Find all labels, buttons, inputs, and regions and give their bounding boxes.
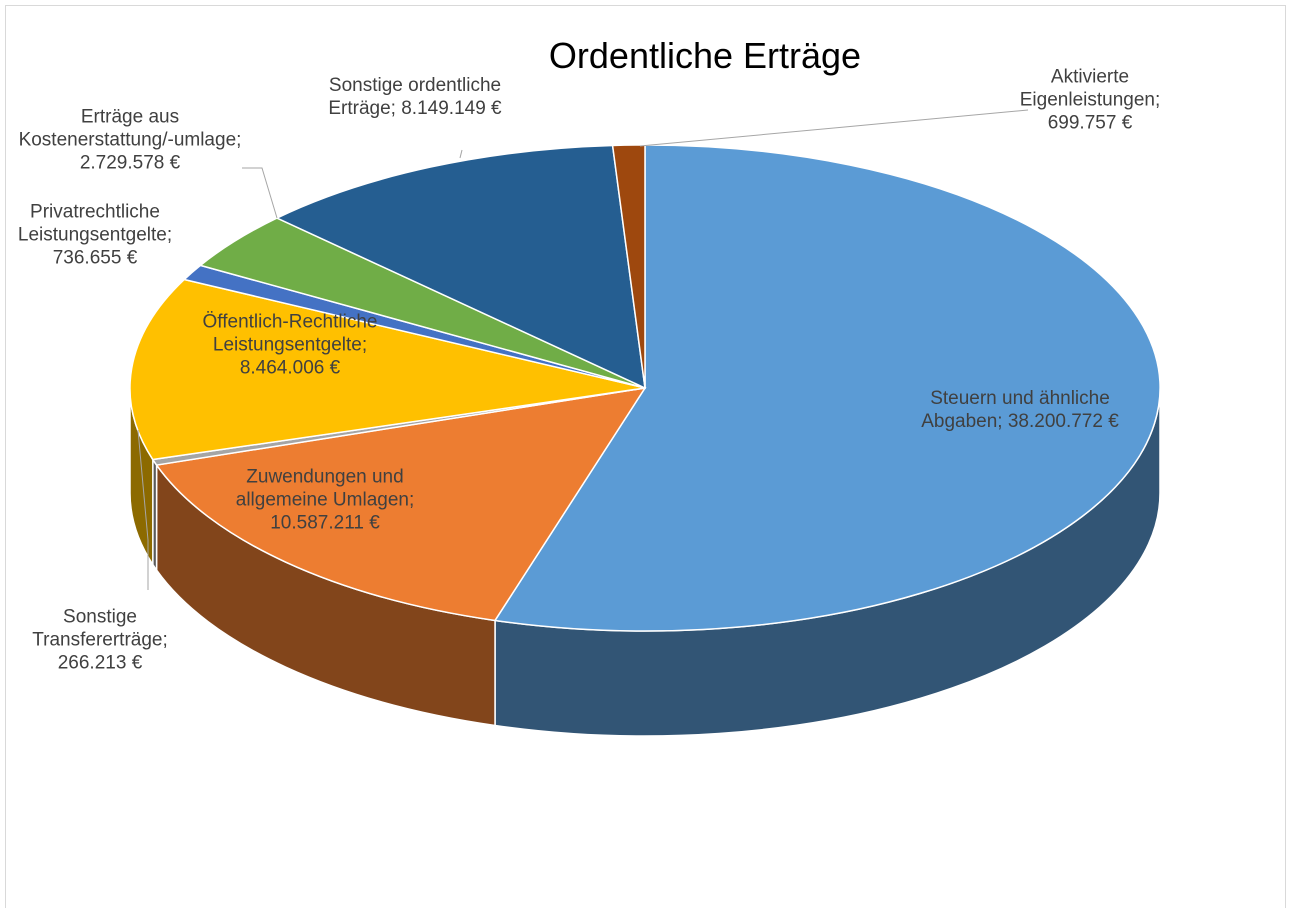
leader-line	[459, 149, 463, 159]
leader-line	[242, 167, 278, 219]
data-label: Aktivierte Eigenleistungen; 699.757 €	[1019, 66, 1161, 134]
chart-title: Ordentliche Erträge	[549, 35, 861, 76]
pie-slice	[275, 144, 646, 390]
data-label: Erträge aus Kostenerstattung/-umlage; 2.…	[18, 106, 242, 174]
data-label: Öffentlich-Rechtliche Leistungsentgelte;…	[202, 311, 378, 379]
slice-top	[275, 144, 646, 390]
data-label: Steuern und ähnliche Abgaben; 38.200.772…	[921, 388, 1119, 432]
leader-line	[137, 429, 149, 590]
pie	[129, 144, 1161, 737]
pie-slice	[151, 387, 646, 573]
pie-slice	[611, 144, 646, 389]
leader-line	[639, 109, 1029, 147]
slice-top	[611, 144, 646, 389]
pie-slice	[129, 278, 646, 568]
data-label: Sonstige ordentliche Erträge; 8.149.149 …	[328, 75, 502, 119]
slice-top	[493, 144, 1161, 632]
data-label: Zuwendungen und allgemeine Umlagen; 10.5…	[235, 466, 415, 534]
slice-top	[129, 278, 646, 461]
data-label: Sonstige Transfererträge; 266.213 €	[32, 606, 168, 674]
data-label: Privatrechtliche Leistungsentgelte; 736.…	[17, 201, 173, 269]
